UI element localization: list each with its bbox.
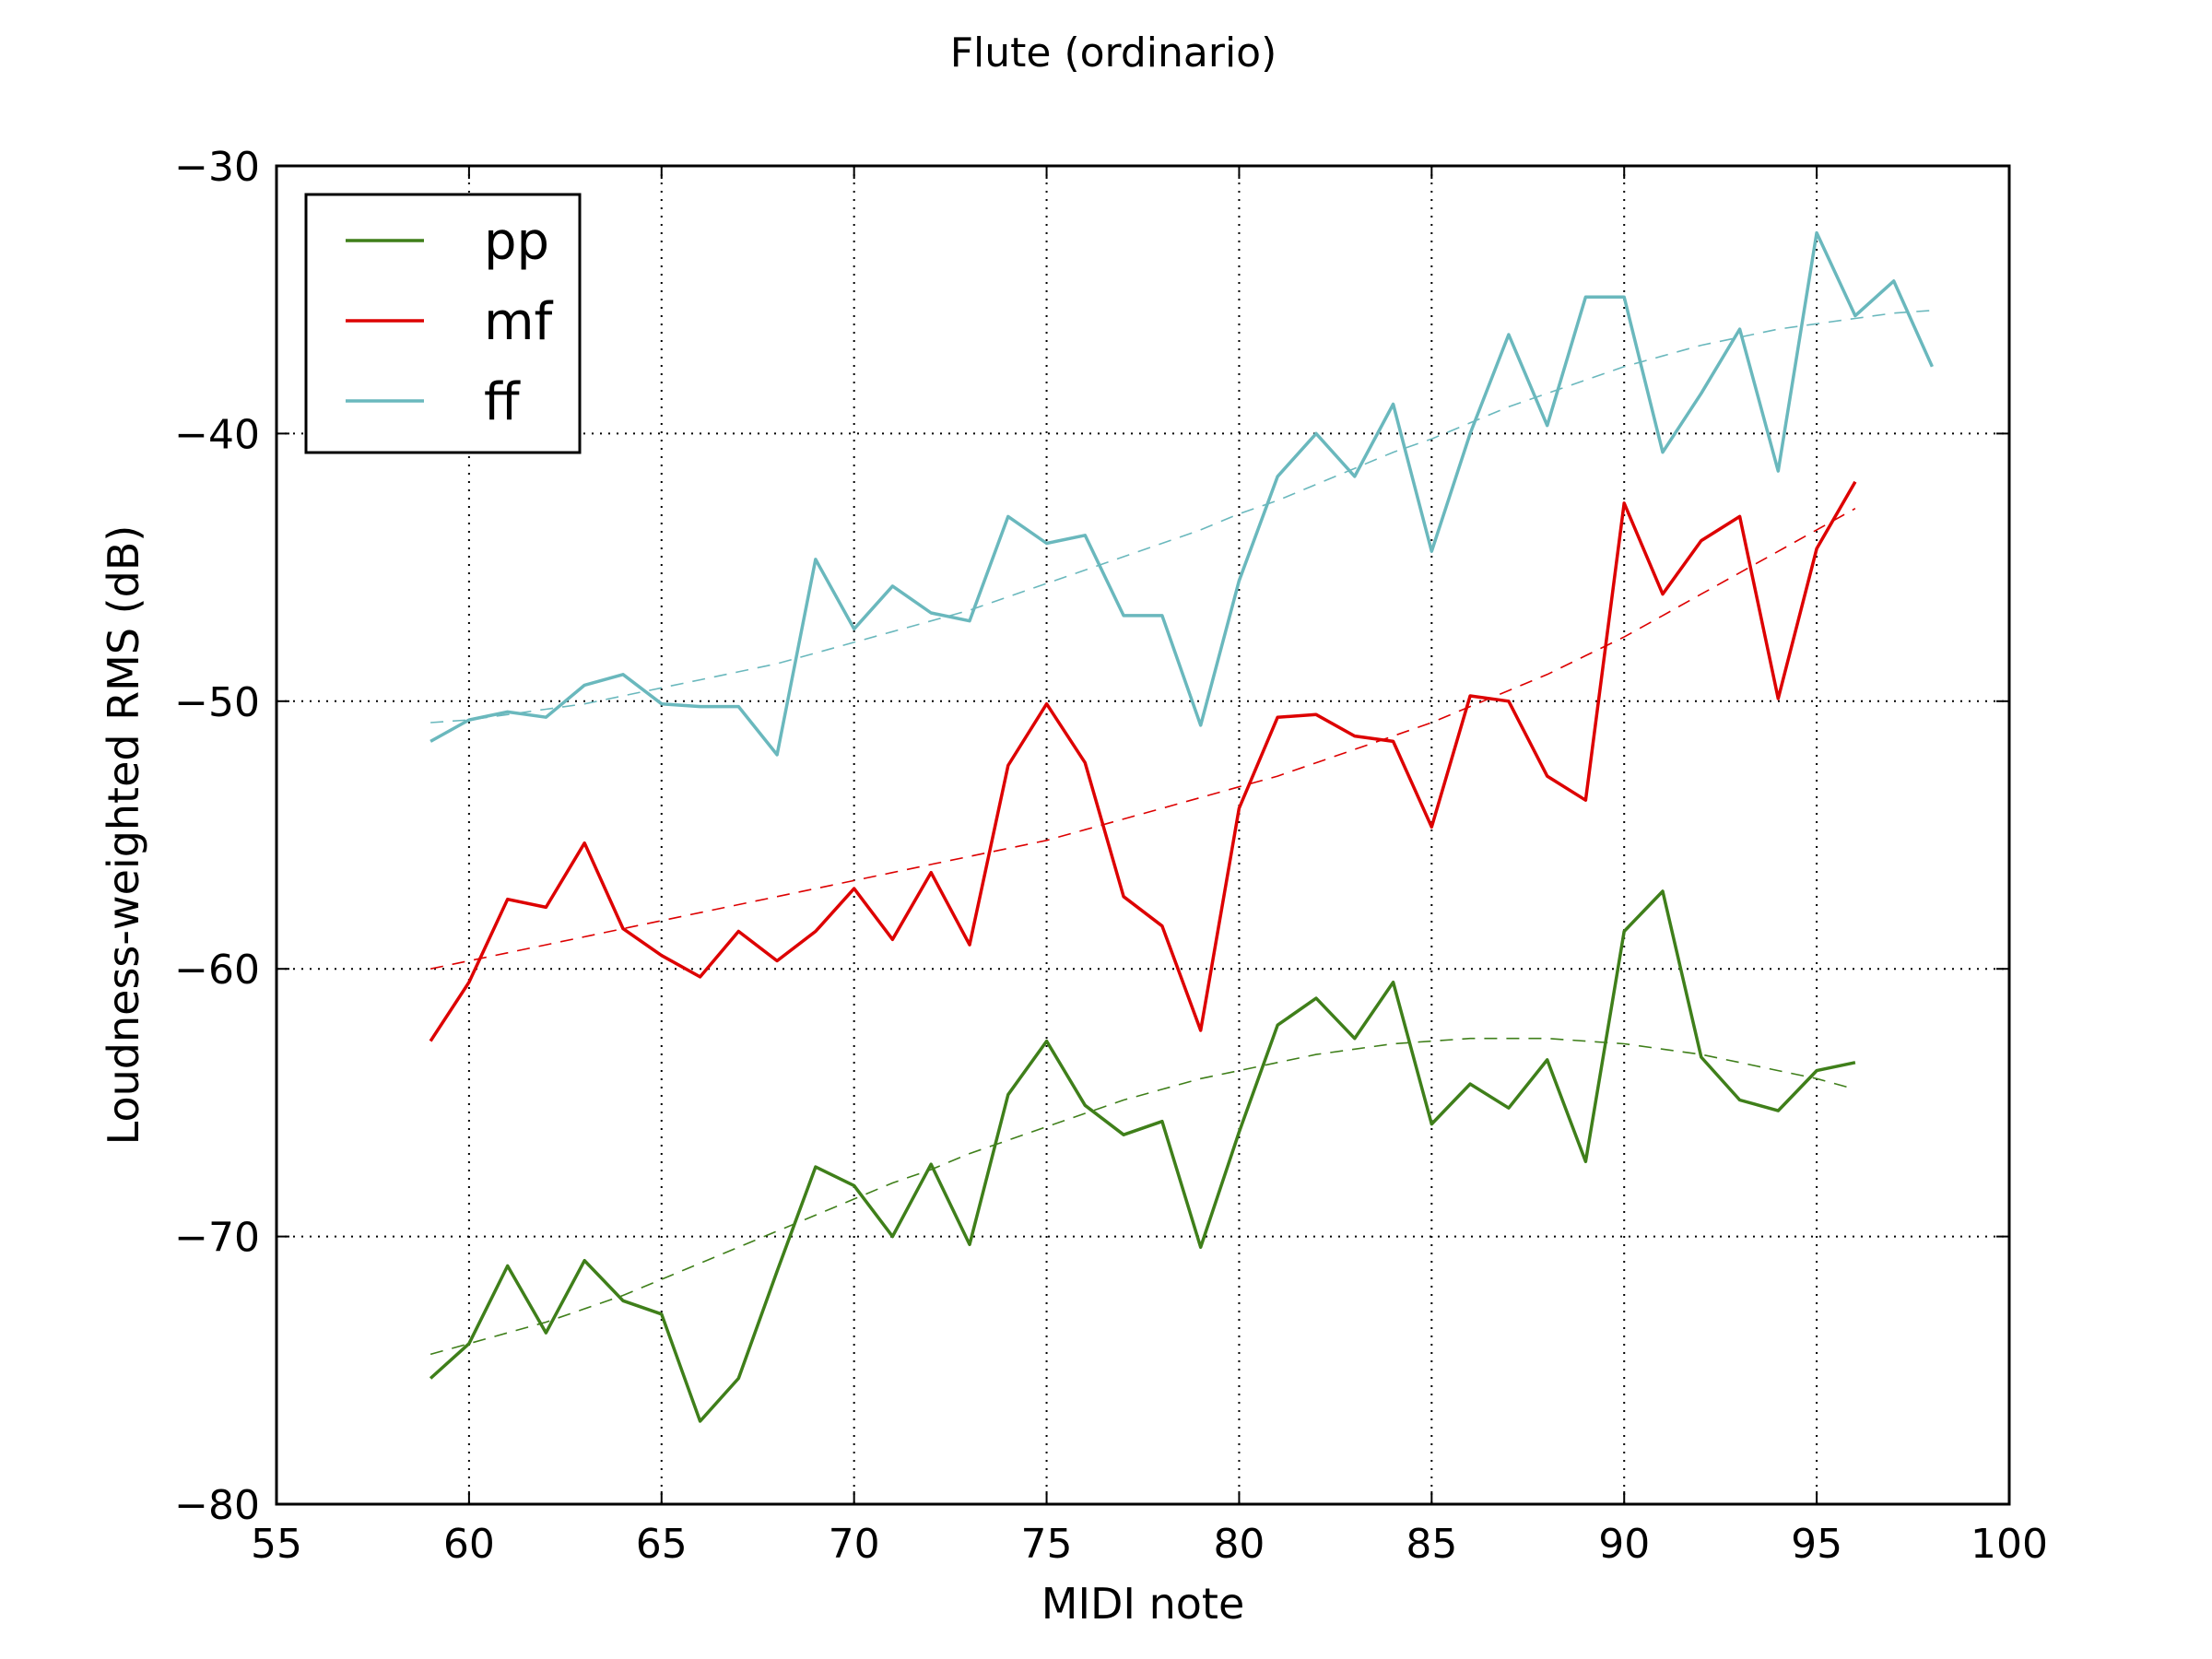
y-tick-label: −70 — [174, 1215, 260, 1262]
x-axis-label: MIDI note — [1041, 1579, 1245, 1629]
series-line-ff — [429, 230, 1934, 757]
y-tick-label: −50 — [174, 679, 260, 726]
legend-label-pp: pp — [484, 212, 549, 272]
y-tick-label: −30 — [174, 144, 260, 191]
x-tick-label: 95 — [1791, 1521, 1842, 1568]
series-line-pp — [429, 889, 1856, 1423]
x-tick-label: 60 — [443, 1521, 495, 1568]
series-line-mf — [429, 480, 1857, 1042]
x-tick-label: 70 — [829, 1521, 880, 1568]
grid-lines — [276, 166, 2009, 1504]
series-lines — [429, 230, 1934, 1423]
y-tick-label: −40 — [174, 411, 260, 458]
fit-curve-ff — [430, 310, 1933, 724]
x-tick-label: 75 — [1021, 1521, 1073, 1568]
legend: pp mf ff — [304, 193, 582, 454]
legend-label-mf: mf — [484, 292, 554, 352]
x-tick-label: 85 — [1406, 1521, 1457, 1568]
fit-curves — [429, 310, 1933, 1356]
axis-ticks: 55 60 65 70 75 80 85 90 95 100 −80 −70 −60 −50 −40 −30 — [174, 144, 2048, 1568]
x-tick-label: 55 — [251, 1521, 302, 1568]
x-tick-label: 80 — [1213, 1521, 1265, 1568]
x-tick-label: 65 — [636, 1521, 688, 1568]
legend-box — [304, 193, 582, 454]
fit-curve-pp — [429, 1037, 1856, 1356]
y-axis-label: Loudness-weighted RMS (dB) — [99, 525, 148, 1146]
legend-label-ff: ff — [484, 372, 521, 432]
x-tick-label: 90 — [1598, 1521, 1650, 1568]
chart-title: Flute (ordinario) — [950, 29, 1277, 76]
x-tick-label: 100 — [1971, 1521, 2048, 1568]
fit-curve-mf — [429, 508, 1856, 970]
y-tick-label: −60 — [174, 947, 260, 994]
plot-frame — [275, 164, 2011, 1506]
y-tick-label: −80 — [174, 1482, 260, 1529]
